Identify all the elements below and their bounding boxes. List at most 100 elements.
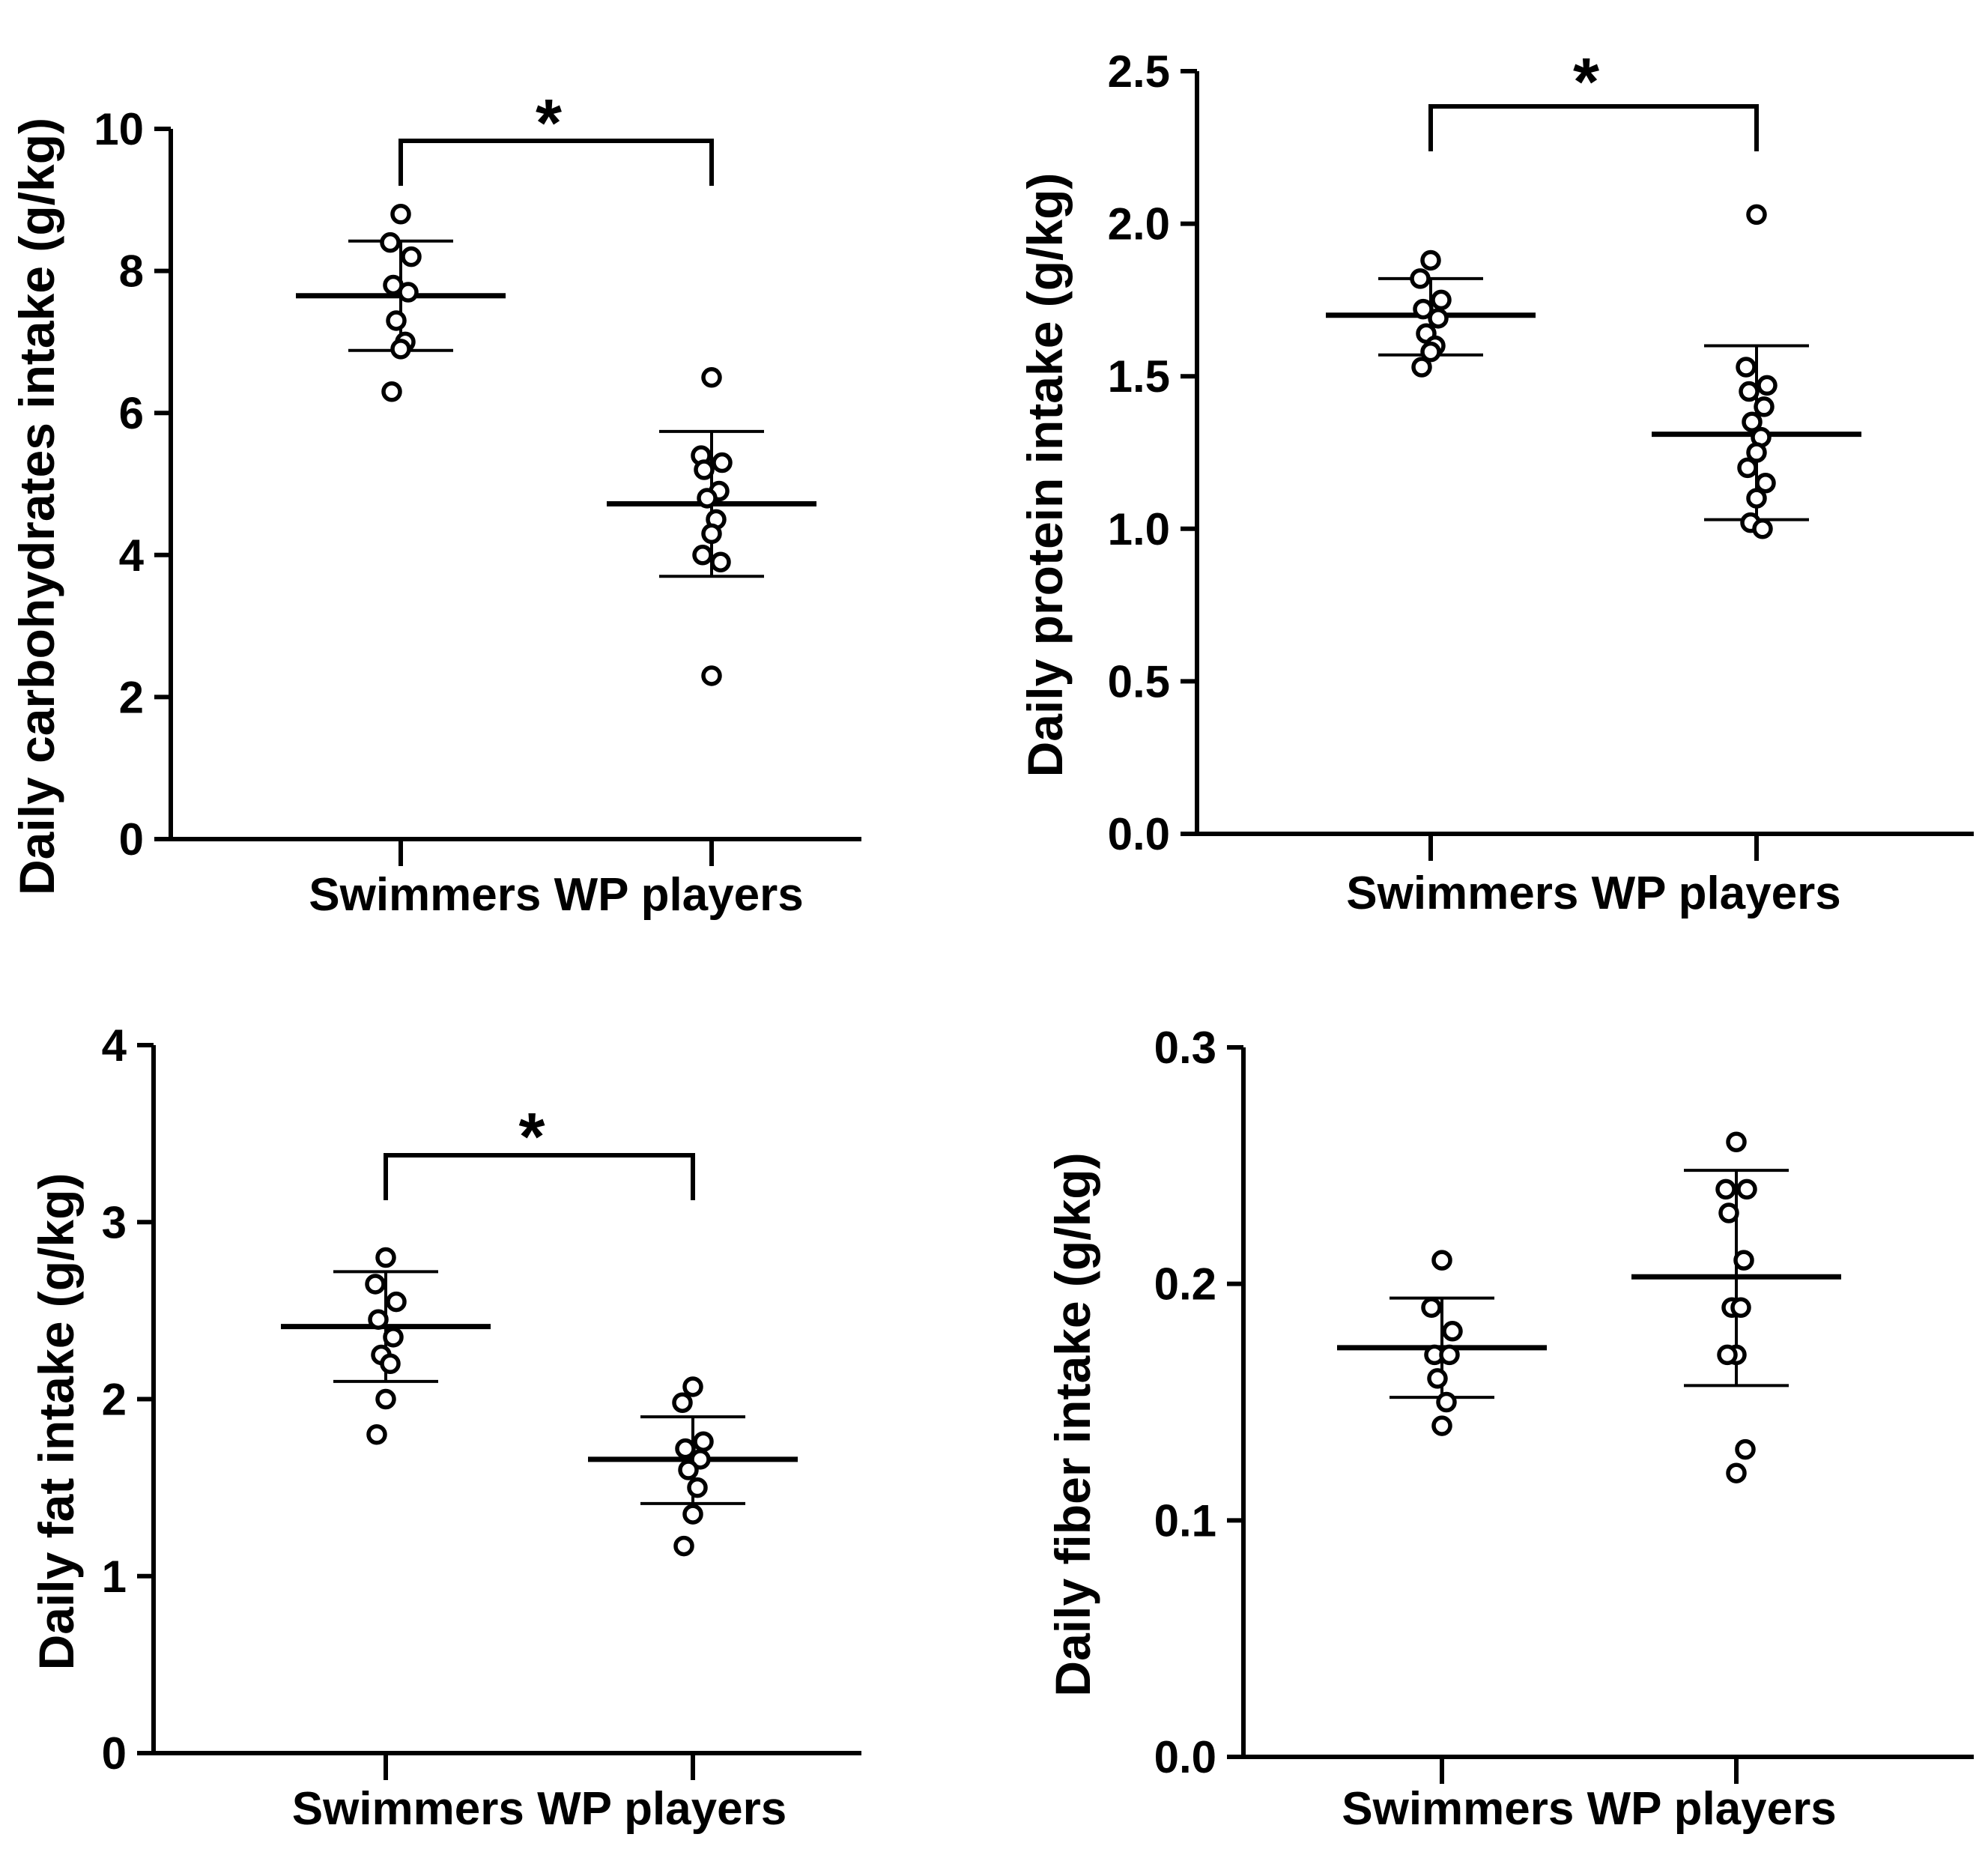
- swimmers-data-point: [1439, 1344, 1460, 1366]
- y-tick-label: 4: [102, 1020, 127, 1071]
- swimmers-data-point: [390, 204, 411, 225]
- wp-players-data-point: [701, 665, 722, 686]
- y-tick-label: 2: [102, 1375, 127, 1425]
- swimmers-data-point: [398, 282, 419, 303]
- series-wp-players: [607, 367, 816, 686]
- wp-players-data-point: [1726, 1131, 1747, 1153]
- swimmers-data-point: [1427, 1368, 1448, 1389]
- wp-players-data-point: [1739, 381, 1760, 402]
- y-tick-label: 8: [119, 246, 144, 297]
- wp-players-data-point: [710, 551, 731, 573]
- series-swimmers: [281, 1247, 491, 1445]
- y-tick-label: 0.3: [1154, 1023, 1216, 1073]
- swimmers-data-point: [1413, 298, 1434, 320]
- wp-players-data-point: [1726, 1462, 1747, 1483]
- wp-players-data-point: [712, 452, 733, 473]
- swimmers-data-point: [368, 1309, 389, 1330]
- x-category-labels: Swimmers WP players: [1346, 868, 1841, 919]
- wp-players-data-point: [694, 459, 715, 480]
- y-tick-label: 2.5: [1108, 46, 1170, 97]
- wp-players-data-point: [1746, 204, 1767, 226]
- y-tick-label: 0: [119, 814, 144, 865]
- wp-players-data-point: [682, 1504, 703, 1525]
- swimmers-data-point: [1410, 268, 1431, 289]
- wp-players-data-point: [693, 1431, 714, 1452]
- significance-star: *: [1573, 45, 1599, 120]
- wp-players-data-point: [1718, 1202, 1739, 1223]
- y-tick-label: 1: [102, 1552, 127, 1602]
- wp-players-data-point: [701, 367, 722, 388]
- y-tick-label: 4: [119, 530, 145, 581]
- y-axis-title: Daily fiber intake (g/kg): [1045, 1152, 1100, 1696]
- chart-panel-bottom-left: 0 1 2 3 4 Swimmers WP players Daily fat intake…: [28, 1020, 861, 1835]
- wp-players-data-point: [1754, 396, 1775, 417]
- wp-players-data-point: [672, 1392, 693, 1413]
- wp-players-data-point: [1733, 1250, 1754, 1271]
- swimmers-data-point: [1420, 341, 1441, 363]
- wp-players-data-point: [1746, 488, 1767, 509]
- significance-star: *: [518, 1100, 545, 1175]
- chart-panel-bottom-right: 0.0 0.1 0.2 0.3 Swimmers WP players Daily fib…: [1045, 1023, 1974, 1835]
- significance-star: *: [536, 86, 562, 161]
- swimmers-data-point: [1431, 1250, 1452, 1271]
- wp-players-data-point: [682, 1376, 703, 1397]
- y-tick-label: 0.5: [1108, 656, 1170, 706]
- series-swimmers: [1337, 1250, 1547, 1436]
- swimmers-data-point: [375, 1247, 396, 1268]
- y-tick-label: 6: [119, 388, 144, 438]
- wp-players-data-point: [1746, 442, 1767, 463]
- series-swimmers: [296, 204, 506, 402]
- series-wp-players: [1631, 1131, 1841, 1483]
- y-tick-label: 10: [94, 104, 144, 154]
- swimmers-data-point: [375, 1388, 396, 1410]
- significance-bracket: [384, 1153, 695, 1200]
- y-tick-label: 0: [102, 1728, 127, 1779]
- y-axis-title: Daily protein intake (g/kg): [1017, 173, 1073, 778]
- y-tick-label: 3: [102, 1197, 127, 1247]
- swimmers-data-point: [390, 339, 411, 360]
- swimmers-data-point: [386, 1291, 407, 1313]
- y-tick-label: 2.0: [1108, 199, 1170, 249]
- wp-players-data-point: [1717, 1344, 1738, 1366]
- y-tick-label: 1.5: [1108, 351, 1170, 402]
- swimmers-data-point: [383, 1327, 404, 1348]
- swimmers-data-point: [365, 1274, 386, 1295]
- series-wp-players: [1652, 204, 1861, 539]
- wp-players-data-point: [678, 1459, 699, 1480]
- swimmers-data-point: [381, 381, 402, 402]
- wp-players-data-point: [1715, 1178, 1736, 1200]
- swimmers-data-point: [1442, 1321, 1463, 1342]
- swimmers-data-point: [1431, 289, 1452, 311]
- swimmers-data-point: [1428, 308, 1449, 329]
- swimmers-data-point: [1431, 1415, 1452, 1436]
- wp-players-data-point: [687, 1477, 708, 1498]
- series-wp-players: [588, 1376, 798, 1557]
- wp-players-data-point: [1755, 472, 1776, 494]
- x-category-labels: Swimmers WP players: [309, 869, 804, 921]
- wp-players-data-point: [1737, 457, 1758, 479]
- wp-players-data-point: [701, 523, 722, 545]
- wp-players-data-point: [1752, 518, 1773, 539]
- wp-players-data-point: [1735, 1438, 1756, 1460]
- swimmers-data-point: [366, 1424, 387, 1445]
- swimmers-data-point: [401, 246, 422, 267]
- chart-panel-top-right: 0.0 0.5 1.0 1.5 2.0 2.5 Swimmers WP players Dai…: [1017, 45, 1974, 919]
- y-tick-label: 0.0: [1108, 809, 1170, 859]
- chart-panel-top-left: 0 2 4 6 8 10 Swimmers WP players Daily carbohyd…: [9, 86, 861, 921]
- swimmers-data-point: [380, 232, 401, 253]
- wp-players-data-point: [1742, 411, 1763, 433]
- y-axis-title: Daily carbohydrates intake (g/kg): [9, 118, 64, 895]
- wp-players-data-point: [1736, 357, 1757, 378]
- x-category-labels: Swimmers WP players: [1342, 1783, 1837, 1835]
- y-tick-label: 1.0: [1108, 504, 1170, 554]
- swimmers-data-point: [1420, 249, 1441, 271]
- y-tick-label: 2: [119, 672, 144, 722]
- wp-players-data-point: [1757, 375, 1778, 396]
- y-tick-label: 0.0: [1154, 1732, 1216, 1782]
- wp-players-data-point: [673, 1535, 694, 1557]
- y-axis-title: Daily fat intake (g/kg): [28, 1173, 84, 1671]
- y-tick-label: 0.2: [1154, 1259, 1216, 1310]
- wp-players-data-point: [675, 1438, 696, 1459]
- wp-players-data-point: [697, 488, 718, 509]
